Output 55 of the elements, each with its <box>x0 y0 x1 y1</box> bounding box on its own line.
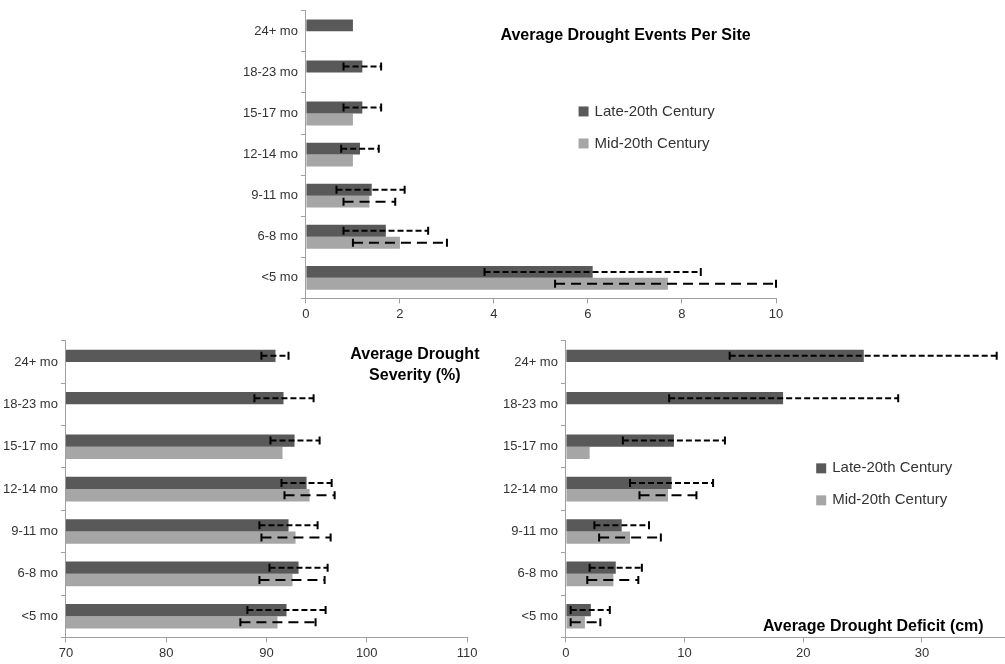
bar <box>566 519 622 532</box>
y-tick-label: 6-8 mo <box>257 228 298 244</box>
legend-label: Mid-20th Century <box>594 133 711 151</box>
x-tick-label: 20 <box>796 644 811 660</box>
text: Average Drought Events Per Site <box>500 26 751 44</box>
y-tick-label: 9-11 mo <box>511 523 558 539</box>
y-tick-label: 24+ mo <box>514 353 558 369</box>
y-tick-label: 6-8 mo <box>517 565 558 581</box>
bar <box>306 142 360 155</box>
y-tick-label: 9-11 mo <box>11 523 58 539</box>
y-tick-label: 9-11 mo <box>251 187 298 203</box>
bar <box>566 476 672 490</box>
text: Average Drought Deficit (cm) <box>762 616 984 634</box>
legend-label: Mid-20th Century <box>832 490 948 508</box>
bar <box>306 183 372 196</box>
y-tick-label: <5 mo <box>21 607 58 623</box>
y-tick-label: 24+ mo <box>14 353 58 369</box>
y-tick-label: 12-14 mo <box>243 146 298 162</box>
x-tick-label: 8 <box>678 305 686 321</box>
x-tick-label: 80 <box>158 644 174 660</box>
x-tick-label: 10 <box>768 305 784 321</box>
bar <box>566 561 616 574</box>
x-tick-label: 0 <box>302 305 310 321</box>
bar <box>566 392 784 405</box>
x-tick-label: 110 <box>456 644 478 660</box>
bar <box>566 434 674 447</box>
y-tick-label: <5 mo <box>521 607 558 623</box>
y-tick-label: 18-23 mo <box>243 64 298 80</box>
x-tick-label: 30 <box>914 644 930 660</box>
bar <box>306 224 386 237</box>
y-tick-label: 12-14 mo <box>3 480 58 496</box>
y-tick-label: 24+ mo <box>254 22 298 38</box>
x-tick-label: 6 <box>584 305 592 321</box>
x-tick-label: 100 <box>355 644 378 660</box>
bar <box>306 101 363 114</box>
y-tick-label: 18-23 mo <box>503 395 558 411</box>
y-tick-label: 12-14 mo <box>503 480 558 496</box>
x-tick-label: 2 <box>396 305 404 321</box>
bar <box>566 349 864 362</box>
y-tick-label: <5 mo <box>261 269 298 285</box>
x-tick-label: 4 <box>490 305 498 321</box>
y-tick-label: 15-17 mo <box>3 438 58 454</box>
y-tick-label: 15-17 mo <box>503 438 558 454</box>
y-tick-label: 15-17 mo <box>243 105 298 121</box>
y-tick-label: 18-23 mo <box>3 395 58 411</box>
y-tick-label: 6-8 mo <box>17 565 58 581</box>
x-tick-label: 90 <box>259 644 274 660</box>
bar <box>306 19 353 32</box>
x-tick-label: 70 <box>58 644 74 660</box>
x-tick-label: 0 <box>562 644 570 660</box>
x-tick-label: 10 <box>677 644 692 660</box>
legend-label: Late-20th Century <box>594 101 716 119</box>
text: Average Drought Severity (%) <box>350 345 481 384</box>
legend-label: Late-20th Century <box>832 458 953 476</box>
bar <box>306 265 593 278</box>
